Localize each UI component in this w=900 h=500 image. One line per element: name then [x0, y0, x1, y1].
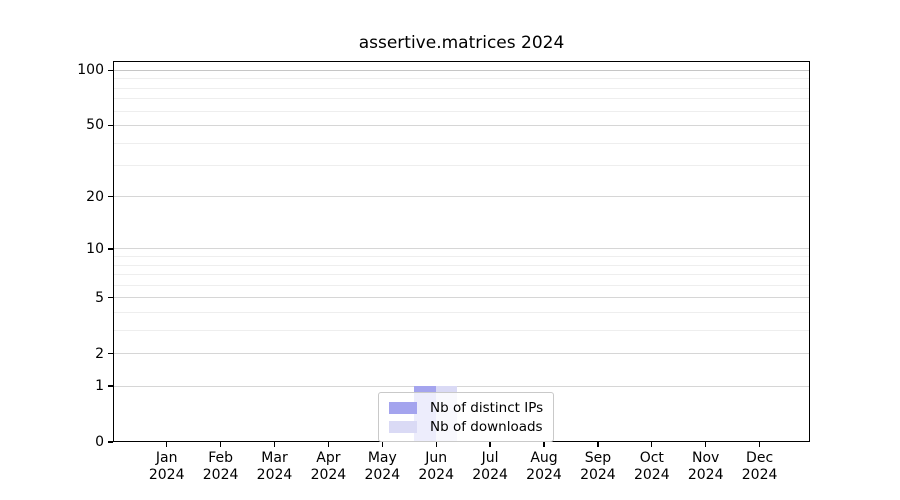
x-tick-year: 2024: [633, 467, 670, 483]
y-tick-label-10: 10: [86, 240, 104, 257]
minor-gridline-80: [114, 87, 809, 89]
minor-gridline-7: [114, 274, 809, 276]
x-tick-month: Feb: [208, 450, 233, 466]
x-tick-label-may: May 2024: [350, 450, 414, 484]
major-gridline-20: [114, 196, 809, 198]
x-tickmark-jun: [435, 442, 437, 447]
y-tick-label-50: 50: [86, 117, 104, 134]
major-gridline-100: [114, 69, 809, 71]
y-tick-label-1: 1: [95, 378, 104, 395]
chart-title: assertive.matrices 2024: [358, 33, 565, 53]
minor-gridline-30: [114, 165, 809, 167]
x-tick-label-jun: Jun 2024: [404, 450, 468, 484]
minor-gridline-9: [114, 256, 809, 258]
major-gridline-2: [114, 353, 809, 355]
x-tick-year: 2024: [310, 467, 347, 483]
x-tick-label-jan: Jan 2024: [135, 450, 199, 484]
x-tick-month: Jan: [155, 450, 178, 466]
x-tick-label-oct: Oct 2024: [620, 450, 684, 484]
y-tick-label-0: 0: [95, 434, 104, 450]
major-gridline-5: [114, 297, 809, 299]
y-tick-label-100: 100: [77, 62, 104, 79]
legend-row-nb-of-downloads: Nb of downloads: [389, 417, 543, 436]
x-tick-label-apr: Apr 2024: [296, 450, 360, 484]
x-tick-month: Aug: [530, 450, 558, 466]
minor-gridline-4: [114, 311, 809, 313]
x-tickmark-feb: [219, 442, 222, 447]
x-tickmark-sep: [597, 442, 599, 447]
x-tickmark-apr: [327, 442, 330, 447]
x-tick-month: Mar: [261, 450, 288, 466]
x-tick-label-mar: Mar 2024: [243, 450, 307, 484]
x-tick-month: Jun: [425, 450, 448, 466]
x-tick-month: Jul: [481, 450, 499, 466]
x-tickmark-mar: [273, 442, 276, 447]
x-tick-label-feb: Feb 2024: [189, 450, 253, 484]
y-tick-label-2: 2: [95, 345, 104, 362]
legend-label-1: Nb of distinct IPs: [430, 399, 544, 416]
minor-gridline-60: [114, 110, 809, 112]
x-tick-month: Nov: [692, 450, 720, 466]
y-tickmark-5: [108, 296, 113, 299]
x-tick-year: 2024: [148, 467, 185, 483]
y-tickmark-2: [108, 352, 113, 355]
y-tickmark-100: [108, 69, 113, 71]
y-tickmark-0: [108, 441, 113, 443]
minor-gridline-6: [114, 284, 809, 286]
x-tick-year: 2024: [741, 467, 778, 483]
x-tick-month: Oct: [639, 450, 664, 466]
y-tickmark-1: [108, 385, 113, 387]
legend: Nb of distinct IPs Nb of downloads: [378, 392, 555, 442]
x-tick-year: 2024: [202, 467, 239, 483]
x-tick-month: Apr: [316, 450, 341, 466]
y-tickmark-50: [108, 124, 113, 127]
x-tick-label-nov: Nov 2024: [674, 450, 738, 484]
legend-swatch-2: [389, 420, 417, 433]
x-tickmark-oct: [651, 442, 653, 447]
x-tick-year: 2024: [687, 467, 724, 483]
minor-gridline-40: [114, 142, 809, 144]
major-gridline-1: [114, 385, 809, 387]
x-tick-month: Sep: [584, 450, 612, 466]
x-tick-year: 2024: [364, 467, 401, 483]
y-tick-label-5: 5: [95, 289, 104, 306]
legend-row-nb-of-distinct-ips: Nb of distinct IPs: [389, 398, 543, 417]
y-tick-label-20: 20: [86, 188, 104, 205]
x-tickmark-aug: [543, 442, 545, 447]
plot-area: [113, 61, 810, 442]
y-tickmark-20: [108, 196, 113, 198]
x-tick-label-jul: Jul 2024: [458, 450, 522, 484]
x-tick-year: 2024: [256, 467, 293, 483]
x-tick-label-dec: Dec 2024: [728, 450, 792, 484]
x-tick-label-aug: Aug 2024: [512, 450, 576, 484]
y-tickmark-10: [108, 248, 113, 250]
x-tickmark-jan: [166, 442, 168, 447]
legend-label-2: Nb of downloads: [430, 418, 543, 435]
x-tickmark-jul: [489, 442, 491, 447]
x-tick-month: Dec: [746, 450, 774, 466]
x-tick-year: 2024: [526, 467, 562, 483]
x-tickmark-dec: [758, 442, 761, 447]
minor-gridline-90: [114, 78, 809, 80]
major-gridline-50: [114, 124, 809, 126]
minor-gridline-3: [114, 329, 809, 331]
x-tick-month: May: [367, 450, 397, 466]
x-tickmark-nov: [705, 442, 707, 447]
minor-gridline-8: [114, 264, 809, 266]
major-gridline-10: [114, 248, 809, 250]
minor-gridline-70: [114, 98, 809, 100]
x-tickmark-may: [381, 442, 383, 447]
x-tick-label-sep: Sep 2024: [566, 450, 630, 484]
x-tick-year: 2024: [580, 467, 616, 483]
x-tick-year: 2024: [418, 467, 454, 483]
legend-swatch-1: [389, 401, 417, 414]
x-tick-year: 2024: [472, 467, 508, 483]
